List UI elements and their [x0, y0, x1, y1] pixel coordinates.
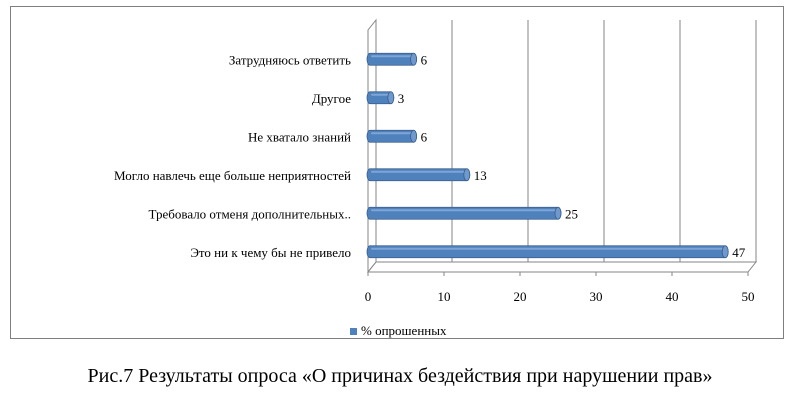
bar-chart: Затрудняюсь ответить Другое Не хватало зна… [114, 18, 758, 304]
bar-cap-4 [554, 206, 562, 220]
value-labels: 6 3 6 13 25 47 [398, 52, 746, 260]
value-label-1: 3 [398, 91, 405, 106]
bar-cap-0 [410, 52, 418, 66]
category-label-2: Не хватало знаний [248, 129, 351, 144]
category-labels: Затрудняюсь ответить Другое Не хватало зна… [114, 52, 351, 260]
x-tick-label-5: 50 [742, 289, 755, 304]
category-label-5: Это ни к чему бы не привело [190, 245, 351, 260]
figure-caption: Рис.7 Результаты опроса «О причинах безд… [87, 365, 713, 387]
bar-5 [366, 245, 729, 259]
x-tick-label-2: 20 [514, 289, 527, 304]
x-tick-labels: 0 10 20 30 40 50 [365, 289, 755, 304]
chart-side-wall [367, 18, 377, 274]
bar-cap-5 [721, 245, 729, 259]
bars-layer [366, 52, 729, 259]
category-label-0: Затрудняюсь ответить [229, 52, 351, 67]
legend-swatch [350, 327, 357, 335]
category-label-3: Могло навлечь еще больше неприятностей [114, 168, 351, 183]
legend: % опрошенных [350, 323, 446, 339]
bar-3 [366, 168, 471, 182]
x-tick-label-1: 10 [438, 289, 451, 304]
value-label-0: 6 [421, 52, 428, 67]
bar-cap-1 [387, 91, 395, 105]
bar-4 [366, 206, 562, 220]
x-tick-label-4: 40 [666, 289, 679, 304]
value-label-5: 47 [732, 245, 746, 260]
bar-0 [366, 52, 417, 66]
category-label-1: Другое [312, 91, 351, 106]
category-label-4: Требовало отменя дополнительных.. [149, 206, 351, 221]
grid-layer [366, 18, 758, 276]
x-tick-label-0: 0 [365, 289, 372, 304]
value-label-4: 25 [565, 206, 578, 221]
bar-cap-3 [463, 168, 471, 182]
value-label-3: 13 [474, 168, 487, 183]
bar-2 [366, 129, 417, 143]
legend-label: % опрошенных [361, 323, 447, 338]
value-label-2: 6 [421, 129, 428, 144]
chart-frame: Затрудняюсь ответить Другое Не хватало зна… [10, 6, 784, 339]
bar-cap-2 [410, 129, 418, 143]
x-tick-label-3: 30 [590, 289, 603, 304]
chart-floor [366, 261, 758, 273]
